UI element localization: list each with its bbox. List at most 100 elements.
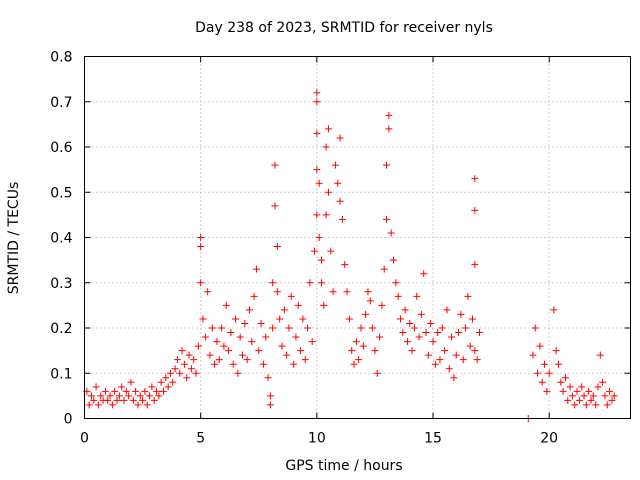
data-point [211, 360, 219, 368]
data-point [266, 392, 274, 400]
x-tick-label: 0 [80, 431, 89, 447]
data-point [236, 333, 244, 341]
data-point [259, 360, 267, 368]
data-point [187, 365, 195, 373]
data-point [273, 243, 281, 251]
data-point [153, 387, 161, 395]
data-point [350, 360, 358, 368]
data-point [162, 374, 170, 382]
data-point [166, 369, 174, 377]
data-point [387, 229, 395, 237]
data-point [424, 351, 432, 359]
y-tick-label: 0.3 [50, 276, 72, 292]
data-point [269, 324, 277, 332]
data-point [534, 369, 542, 377]
data-point [201, 333, 209, 341]
data-point [545, 369, 553, 377]
data-point [373, 369, 381, 377]
data-point [392, 279, 400, 287]
data-point [311, 247, 319, 255]
y-tick-label: 0 [64, 412, 73, 428]
data-point [459, 356, 467, 364]
data-point [85, 401, 93, 409]
data-point [157, 378, 165, 386]
data-point [252, 265, 260, 273]
data-point [383, 161, 391, 169]
x-tick-labels: 0 5 10 15 20 [80, 431, 558, 447]
data-point [452, 351, 460, 359]
data-point [401, 306, 409, 314]
data-point [266, 401, 274, 409]
data-point [575, 396, 583, 404]
data-point [273, 288, 281, 296]
data-point [585, 387, 593, 395]
data-point [596, 351, 604, 359]
y-tick-label: 0.8 [50, 50, 72, 66]
data-point [422, 329, 430, 337]
data-point [336, 134, 344, 142]
data-point [190, 356, 198, 364]
data-point [243, 356, 251, 364]
data-point [90, 396, 98, 404]
data-point [457, 310, 465, 318]
data-point [301, 356, 309, 364]
data-point [306, 279, 314, 287]
data-point [406, 319, 414, 327]
data-point [475, 329, 483, 337]
data-point [594, 383, 602, 391]
data-point [531, 324, 539, 332]
data-point [383, 215, 391, 223]
data-point [108, 401, 116, 409]
data-point [462, 324, 470, 332]
data-point [334, 179, 342, 187]
data-point [94, 401, 102, 409]
data-point [271, 161, 279, 169]
data-point [592, 401, 600, 409]
data-point [229, 360, 237, 368]
data-point [441, 347, 449, 355]
data-point [571, 401, 579, 409]
data-point [471, 347, 479, 355]
data-point [324, 188, 332, 196]
data-point [280, 306, 288, 314]
y-tick-label: 0.2 [50, 321, 72, 337]
data-point [227, 329, 235, 337]
data-point [554, 360, 562, 368]
data-point [564, 396, 572, 404]
data-point [159, 387, 167, 395]
data-point [271, 202, 279, 210]
data-point [434, 329, 442, 337]
data-point [445, 365, 453, 373]
data-point [338, 215, 346, 223]
data-point [448, 333, 456, 341]
data-point [148, 383, 156, 391]
y-tick-labels: 0 0.1 0.2 0.3 0.4 0.5 0.6 0.7 0.8 [50, 50, 72, 428]
data-point [222, 301, 230, 309]
data-point [371, 347, 379, 355]
data-point [529, 351, 537, 359]
x-tick-label: 20 [540, 431, 558, 447]
y-tick-label: 0.7 [50, 95, 72, 111]
data-point [150, 396, 158, 404]
data-point [606, 387, 614, 395]
data-point [538, 378, 546, 386]
data-point [313, 89, 321, 97]
data-point [304, 324, 312, 332]
data-point [129, 396, 137, 404]
data-point [327, 247, 335, 255]
data-point [599, 378, 607, 386]
data-point [431, 360, 439, 368]
data-point [380, 265, 388, 273]
data-point [308, 338, 316, 346]
data-point [469, 315, 477, 323]
data-point [115, 392, 123, 400]
data-point [471, 175, 479, 183]
data-point [143, 401, 151, 409]
data-point [199, 315, 207, 323]
data-point [120, 396, 128, 404]
data-point [283, 351, 291, 359]
data-point [294, 301, 302, 309]
data-point [536, 342, 544, 350]
data-point [276, 315, 284, 323]
data-point [552, 347, 560, 355]
